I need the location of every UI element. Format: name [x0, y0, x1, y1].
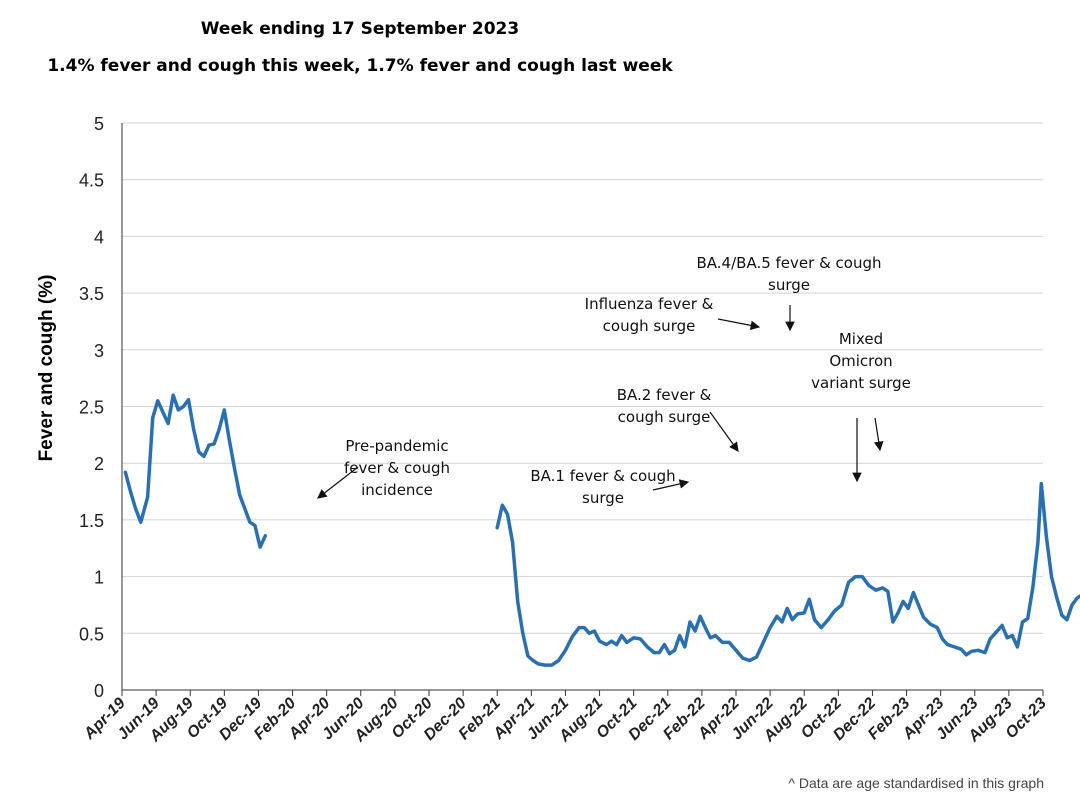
annotation-text: fever & cough	[344, 459, 450, 477]
annotation-text: cough surge	[618, 408, 711, 426]
annotation-text: Pre-pandemic	[345, 437, 448, 455]
y-tick-label: 2	[94, 454, 104, 474]
y-tick-label: 3.5	[79, 284, 104, 304]
annotation: BA.2 fever & cough surge	[617, 386, 739, 452]
annotation-text: surge	[582, 489, 624, 507]
chart-subtitle: 1.4% fever and cough this week, 1.7% fev…	[47, 56, 673, 76]
annotation-text: BA.1 fever & cough	[530, 467, 675, 485]
y-tick-label: 5	[94, 114, 104, 134]
y-tick-label: 0.5	[79, 624, 104, 644]
series-line	[495, 481, 1080, 667]
series-line	[123, 393, 268, 549]
annotation: Influenza fever & cough surge	[585, 295, 761, 335]
annotation-text: incidence	[361, 481, 433, 499]
annotation-text: BA.2 fever &	[617, 386, 712, 404]
y-tick-label: 3	[94, 341, 104, 361]
annotation: BA.1 fever & cough surge	[530, 467, 690, 507]
y-tick-label: 2.5	[79, 398, 104, 418]
y-tick-label: 4	[94, 227, 104, 247]
annotation-text: Mixed	[839, 330, 883, 348]
y-tick-label: 4.5	[79, 171, 104, 191]
annotation-arrow	[873, 417, 884, 452]
annotation-text: cough surge	[603, 317, 696, 335]
annotation-text: BA.4/BA.5 fever & cough	[697, 254, 882, 272]
annotation: Pre-pandemic fever & cough incidence	[317, 437, 450, 499]
annotation-arrow	[317, 466, 359, 499]
annotation-arrow	[717, 318, 761, 331]
annotation-text: surge	[768, 276, 810, 294]
chart-title: Week ending 17 September 2023	[200, 19, 520, 39]
annotation-text: Influenza fever &	[585, 295, 714, 313]
annotation-text: variant surge	[811, 374, 911, 392]
annotation-arrow	[709, 411, 739, 452]
footnote: ^ Data are age standardised in this grap…	[788, 775, 1044, 791]
y-tick-label: 1	[94, 568, 104, 588]
y-tick-label: 0	[94, 681, 104, 701]
annotation-arrow	[652, 479, 690, 491]
annotation: Mixed Omicron variant surge	[811, 330, 911, 483]
y-axis-label: Fever and cough (%)	[36, 275, 57, 462]
annotation: BA.4/BA.5 fever & cough surge	[697, 254, 882, 332]
annotation-text: Omicron	[829, 352, 892, 370]
y-tick-label: 1.5	[79, 511, 104, 531]
